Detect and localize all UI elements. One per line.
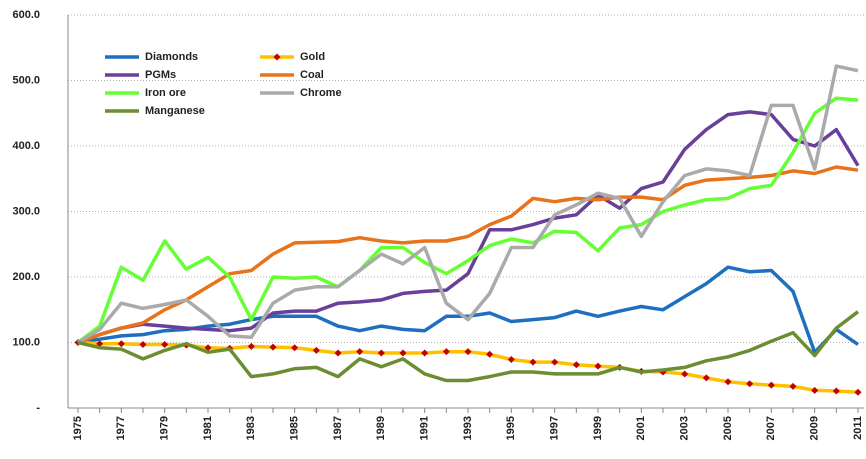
series-marker [399,349,407,357]
y-tick-label: 600.0 [12,9,40,21]
series-marker [681,370,689,378]
series-line [77,310,860,383]
x-tick-label: 1975 [72,416,84,440]
series-marker [204,344,212,352]
series-line [77,265,859,355]
legend-label: Iron ore [145,87,186,99]
series-marker [269,343,277,351]
series-marker [507,356,515,364]
x-tick-label: 1983 [245,416,257,440]
x-tick-label: 1985 [289,416,301,440]
series-marker [724,378,732,386]
legend-label: PGMs [145,69,176,81]
legend-label: Gold [300,51,325,63]
x-tick-label: 2009 [809,416,821,440]
x-tick-label: 2011 [852,416,864,440]
series-marker [572,361,580,369]
series-marker [702,374,710,382]
y-tick-label: 200.0 [12,271,40,283]
legend-label: Chrome [300,87,342,99]
series-line [77,110,860,345]
series-marker [356,348,364,356]
series-marker [247,342,255,350]
series-marker [789,382,797,390]
x-tick-label: 1977 [115,416,127,440]
series-marker [312,346,320,354]
y-tick-label: 300.0 [12,205,40,217]
series-marker [334,349,342,357]
x-tick-label: 1981 [202,416,214,440]
series-marker [551,358,559,366]
series-marker [421,349,429,357]
legend-label: Diamonds [145,51,198,63]
x-tick-label: 2005 [722,416,734,440]
series-marker [832,387,840,395]
series-marker [529,358,537,366]
series-line [77,165,859,345]
y-tick-label: 100.0 [12,336,40,348]
series-marker [442,348,450,356]
x-tick-label: 1979 [159,416,171,440]
x-tick-label: 1987 [332,416,344,440]
legend-label: Manganese [145,105,205,117]
series-marker [291,344,299,352]
series-marker [767,381,775,389]
series-marker [139,340,147,348]
x-tick-label: 1999 [592,416,604,440]
series-marker [464,348,472,356]
series-marker [811,386,819,394]
x-tick-label: 2003 [679,416,691,440]
y-tick-label: - [36,402,40,414]
legend-label: Coal [300,69,324,81]
series-marker [117,340,125,348]
x-tick-label: 1997 [549,416,561,440]
x-tick-label: 2001 [635,416,647,440]
x-tick-label: 1991 [419,416,431,440]
x-tick-label: 1993 [462,416,474,440]
x-tick-label: 1995 [505,416,517,440]
series-marker [746,380,754,388]
x-tick-label: 1989 [375,416,387,440]
legend-marker [273,53,281,61]
series-marker [594,362,602,370]
series-marker [377,349,385,357]
series-line [77,64,859,344]
series-marker [161,340,169,348]
y-tick-label: 500.0 [12,74,40,86]
series-line [76,96,859,344]
series-marker [854,388,862,396]
y-tick-label: 400.0 [12,140,40,152]
x-tick-label: 2007 [765,416,777,440]
series-marker [486,350,494,358]
